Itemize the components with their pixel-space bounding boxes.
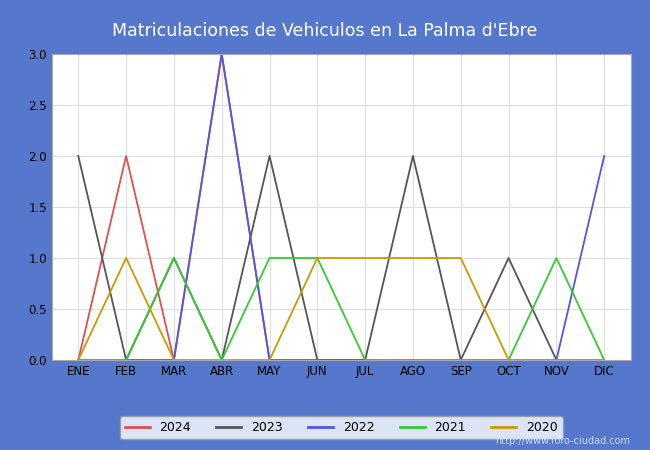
2021	[552, 255, 560, 261]
2020	[409, 255, 417, 261]
2023	[266, 153, 274, 159]
2020	[504, 357, 512, 363]
2020	[74, 357, 82, 363]
2023	[218, 357, 226, 363]
2022	[74, 357, 82, 363]
2023	[457, 357, 465, 363]
2020	[361, 255, 369, 261]
2022	[266, 357, 274, 363]
Line: 2024: 2024	[78, 54, 270, 360]
2022	[409, 357, 417, 363]
Line: 2020: 2020	[78, 258, 604, 360]
2022	[361, 357, 369, 363]
2024	[122, 153, 130, 159]
2020	[457, 255, 465, 261]
2022	[552, 357, 560, 363]
2021	[457, 357, 465, 363]
2021	[122, 357, 130, 363]
2020	[552, 357, 560, 363]
2024	[266, 357, 274, 363]
2020	[122, 255, 130, 261]
Legend: 2024, 2023, 2022, 2021, 2020: 2024, 2023, 2022, 2021, 2020	[120, 416, 563, 440]
2021	[170, 255, 178, 261]
2021	[313, 255, 321, 261]
2023	[504, 255, 512, 261]
2022	[601, 153, 608, 159]
2024	[74, 357, 82, 363]
2023	[361, 357, 369, 363]
2023	[74, 153, 82, 159]
2022	[218, 51, 226, 57]
2020	[170, 357, 178, 363]
2021	[74, 357, 82, 363]
2023	[313, 357, 321, 363]
2021	[601, 357, 608, 363]
2023	[409, 153, 417, 159]
2024	[170, 357, 178, 363]
2023	[122, 357, 130, 363]
2024	[218, 51, 226, 57]
Line: 2022: 2022	[78, 54, 604, 360]
2023	[170, 255, 178, 261]
2020	[601, 357, 608, 363]
2021	[361, 357, 369, 363]
Line: 2023: 2023	[78, 156, 604, 360]
2020	[218, 357, 226, 363]
2022	[457, 357, 465, 363]
2022	[122, 357, 130, 363]
2021	[218, 357, 226, 363]
2020	[266, 357, 274, 363]
Line: 2021: 2021	[78, 258, 604, 360]
2021	[409, 357, 417, 363]
Text: Matriculaciones de Vehiculos en La Palma d'Ebre: Matriculaciones de Vehiculos en La Palma…	[112, 22, 538, 40]
2020	[313, 255, 321, 261]
2022	[313, 357, 321, 363]
2022	[504, 357, 512, 363]
2021	[504, 357, 512, 363]
2023	[601, 357, 608, 363]
2022	[170, 357, 178, 363]
Text: http://www.foro-ciudad.com: http://www.foro-ciudad.com	[495, 436, 630, 446]
2023	[552, 357, 560, 363]
2021	[266, 255, 274, 261]
